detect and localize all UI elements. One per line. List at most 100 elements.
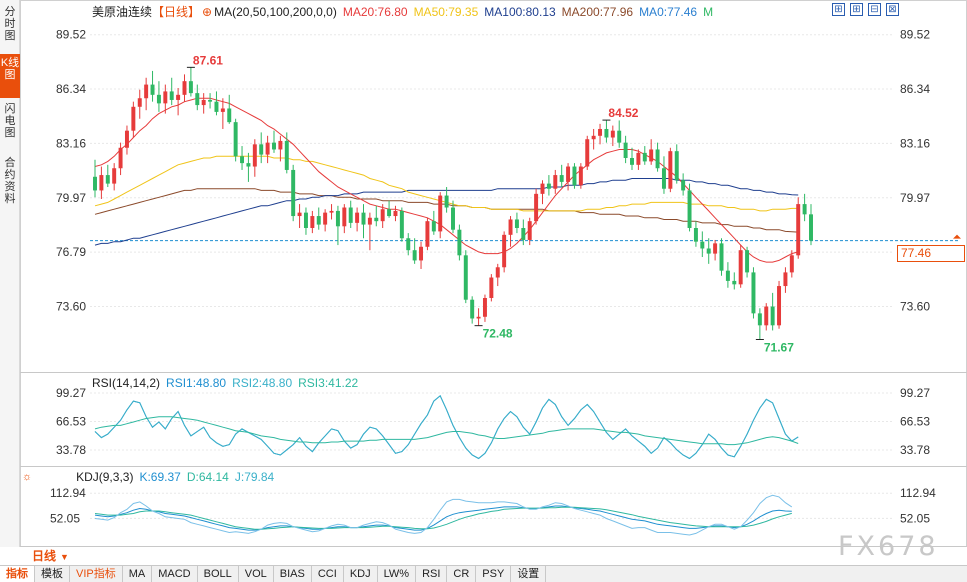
left-tab-2[interactable]: 闪电图 bbox=[4, 103, 16, 139]
candle-body bbox=[310, 216, 315, 228]
candle-body bbox=[521, 228, 526, 240]
candle-body bbox=[502, 234, 507, 268]
candle-body bbox=[559, 175, 564, 182]
low-annotation-2: 71.67 bbox=[764, 340, 794, 354]
price-axis-left-label: 89.52 bbox=[56, 28, 86, 42]
zoom-in-icon[interactable]: ⊞ bbox=[850, 3, 863, 16]
left-tab-1[interactable]: K线图 bbox=[0, 54, 20, 98]
candle-body bbox=[374, 217, 379, 222]
m-toggle[interactable]: M bbox=[703, 4, 714, 19]
candle-body bbox=[99, 175, 104, 191]
candle-body bbox=[105, 175, 110, 184]
tab-cr[interactable]: CR bbox=[447, 566, 477, 582]
high-annotation-2: 84.52 bbox=[608, 106, 638, 120]
price-axis-left-label: 79.97 bbox=[56, 191, 86, 205]
period-label[interactable]: 【日线】 bbox=[152, 5, 201, 19]
candle-body bbox=[355, 212, 360, 223]
kdj-params: KDJ(9,3,3) bbox=[76, 470, 134, 484]
watermark: FX678 bbox=[838, 531, 939, 562]
tab-1[interactable]: 模板 bbox=[35, 566, 70, 582]
candle-body bbox=[291, 169, 296, 217]
candle-body bbox=[668, 151, 673, 189]
tab-lw[interactable]: LW% bbox=[378, 566, 417, 582]
kdj-axis-left-label: 52.05 bbox=[50, 511, 80, 525]
price-axis-right-label: 89.52 bbox=[900, 28, 930, 42]
candle-body bbox=[655, 149, 660, 169]
tab-cci[interactable]: CCI bbox=[312, 566, 344, 582]
candle-body bbox=[265, 142, 270, 155]
candle-body bbox=[176, 94, 181, 100]
candle-body bbox=[610, 130, 615, 138]
left-tab-3[interactable]: 合约资料 bbox=[4, 157, 16, 205]
candle-body bbox=[783, 272, 788, 287]
settings-icon[interactable]: ⊕ bbox=[202, 4, 213, 19]
rsi-axis-left-label: 33.78 bbox=[56, 443, 86, 457]
candle-body bbox=[316, 216, 321, 225]
candle-body bbox=[150, 84, 155, 95]
candle-body bbox=[489, 277, 494, 298]
candle-body bbox=[208, 99, 213, 102]
tab-vol[interactable]: VOL bbox=[239, 566, 274, 582]
candle-body bbox=[514, 219, 519, 228]
expand-icon[interactable]: ⊠ bbox=[886, 3, 899, 16]
candle-body bbox=[131, 106, 136, 131]
tab-psy[interactable]: PSY bbox=[476, 566, 512, 582]
candle-body bbox=[617, 130, 622, 143]
ma0-value: MA0:77.46 bbox=[639, 4, 698, 19]
period-button[interactable]: 日线 ▼ bbox=[32, 549, 90, 564]
candle-body bbox=[661, 168, 666, 189]
rsi1-value: RSI1:48.80 bbox=[166, 376, 227, 390]
candle-body bbox=[297, 212, 302, 217]
tab-kdj[interactable]: KDJ bbox=[344, 566, 378, 582]
tab-rsi[interactable]: RSI bbox=[416, 566, 448, 582]
ma-params: MA(20,50,100,200,0,0) bbox=[214, 4, 337, 19]
candle-body bbox=[444, 195, 449, 208]
candle-body bbox=[482, 298, 487, 317]
candle-body bbox=[623, 142, 628, 158]
crosshair-icon[interactable]: ⊞ bbox=[832, 3, 845, 16]
candle-body bbox=[425, 221, 430, 247]
tab-bias[interactable]: BIAS bbox=[274, 566, 312, 582]
candle-body bbox=[303, 212, 308, 228]
candle-body bbox=[534, 193, 539, 222]
left-tab-strip: 分时图 K线图闪电图合约资料 bbox=[0, 0, 20, 547]
tab-ma[interactable]: MA bbox=[123, 566, 153, 582]
rsi-axis-left-label: 99.27 bbox=[56, 386, 86, 400]
kdj-line-d bbox=[94, 506, 792, 530]
kdj-legend: ☼ KDJ(9,3,3) K:69.37 D:64.14 J:79.84 bbox=[22, 470, 274, 484]
kdj-axis-left-label: 112.94 bbox=[50, 486, 86, 500]
kdj-k-value: K:69.37 bbox=[139, 470, 181, 484]
price-axis-left-label: 83.16 bbox=[56, 136, 86, 150]
tab-14[interactable]: 设置 bbox=[511, 566, 547, 582]
chevron-down-icon: ▼ bbox=[60, 552, 69, 562]
candle-body bbox=[527, 221, 532, 240]
ma20-value: MA20:76.80 bbox=[342, 4, 408, 19]
kdj-settings-icon[interactable]: ☼ bbox=[22, 471, 33, 483]
left-tab-0[interactable]: 分时图 bbox=[4, 6, 16, 42]
candle-body bbox=[393, 210, 398, 217]
kdj-line-k bbox=[94, 505, 792, 531]
tab-boll[interactable]: BOLL bbox=[198, 566, 239, 582]
candle-body bbox=[451, 207, 455, 230]
candle-body bbox=[757, 313, 762, 326]
candle-body bbox=[566, 166, 571, 182]
candle-body bbox=[214, 101, 219, 112]
candle-body bbox=[438, 195, 443, 232]
rsi3-value: RSI3:41.22 bbox=[298, 376, 359, 390]
tab-vip[interactable]: VIP指标 bbox=[70, 566, 123, 582]
candle-body bbox=[598, 128, 603, 136]
candle-body bbox=[693, 228, 698, 242]
candle-body bbox=[809, 214, 813, 241]
tab-macd[interactable]: MACD bbox=[152, 566, 198, 582]
zoom-out-icon[interactable]: ⊟ bbox=[868, 3, 881, 16]
candle-body bbox=[630, 158, 634, 165]
candle-body bbox=[777, 286, 782, 326]
tab-0[interactable]: 指标 bbox=[0, 566, 35, 582]
candle-body bbox=[233, 122, 238, 157]
candle-body bbox=[188, 81, 193, 94]
rsi-axis-left-label: 66.53 bbox=[56, 414, 86, 428]
rsi-axis-right-label: 99.27 bbox=[900, 386, 930, 400]
candle-body bbox=[137, 98, 142, 107]
candle-body bbox=[278, 140, 283, 150]
